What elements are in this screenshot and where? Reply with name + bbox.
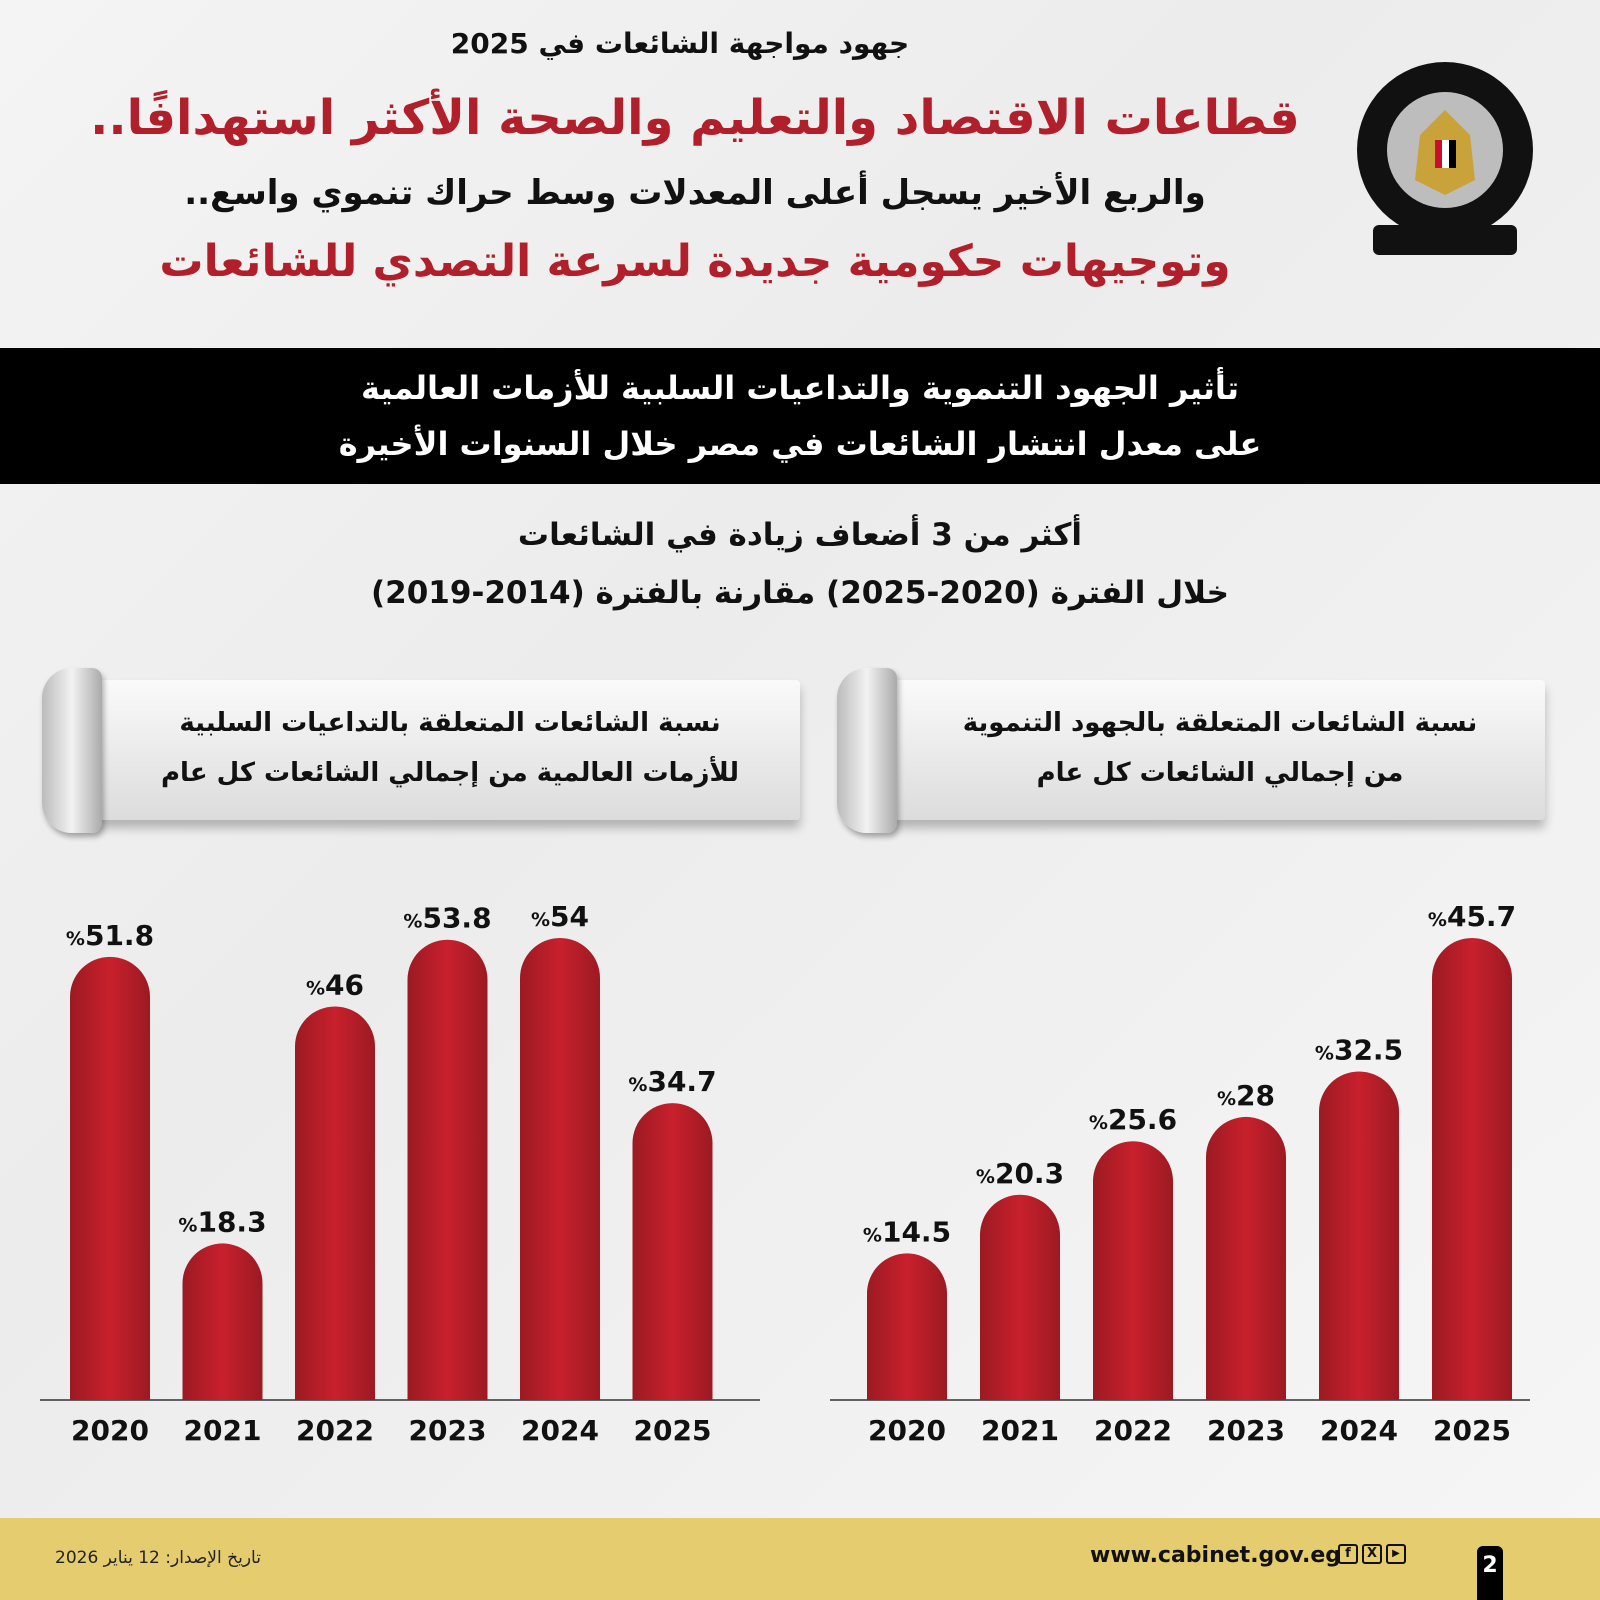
bar-2022 — [1093, 1141, 1173, 1400]
chart-title-ribbon-left: نسبة الشائعات المتعلقة بالتداعيات السلبي… — [42, 668, 800, 833]
ribbon-curl — [837, 668, 897, 833]
youtube-icon[interactable]: ▶ — [1386, 1544, 1406, 1564]
data-label: %14.5 — [863, 1215, 951, 1248]
section-band: تأثير الجهود التنموية والتداعيات السلبية… — [0, 348, 1600, 484]
headline-secondary: والربع الأخير يسجل أعلى المعدلات وسط حرا… — [184, 173, 1206, 213]
headline-third: وتوجيهات حكومية جديدة لسرعة التصدي للشائ… — [159, 236, 1231, 287]
chart-title-line-1: نسبة الشائعات المتعلقة بالتداعيات السلبي… — [179, 708, 721, 738]
data-label: %32.5 — [1315, 1033, 1403, 1066]
tick-label: 2023 — [409, 1414, 487, 1447]
bar-2022 — [295, 1006, 375, 1400]
subtitle-line-1: أكثر من 3 أضعاف زيادة في الشائعات — [517, 517, 1083, 553]
data-label: %54 — [531, 900, 589, 933]
data-label: %51.8 — [66, 919, 154, 952]
bar-2025 — [1432, 938, 1512, 1400]
data-label: %46 — [306, 968, 364, 1001]
subtitle: أكثر من 3 أضعاف زيادة في الشائعات خلال ا… — [200, 506, 1400, 622]
chart-title-ribbon-right: نسبة الشائعات المتعلقة بالجهود التنموية … — [837, 668, 1545, 833]
tick-label: 2022 — [296, 1414, 374, 1447]
tick-label: 2021 — [981, 1414, 1059, 1447]
bar-2021 — [182, 1243, 263, 1400]
tick-label: 2023 — [1207, 1414, 1285, 1447]
x-icon[interactable]: X — [1362, 1544, 1382, 1564]
issue-date: تاريخ الإصدار: 12 يناير 2026 — [55, 1548, 261, 1568]
ribbon-curl — [42, 668, 102, 833]
headline: قطاعات الاقتصاد والتعليم والصحة الأكثر ا… — [90, 90, 1300, 146]
page-number: 2 — [1477, 1546, 1503, 1600]
data-label: %28 — [1217, 1079, 1275, 1112]
bar-2021 — [980, 1194, 1060, 1400]
facebook-icon[interactable]: f — [1338, 1544, 1358, 1564]
chart-title-line-2: للأزمات العالمية من إجمالي الشائعات كل ع… — [161, 758, 739, 788]
bar-2023 — [1206, 1116, 1286, 1400]
tick-label: 2021 — [184, 1414, 262, 1447]
chart-title-line-1: نسبة الشائعات المتعلقة بالجهود التنموية — [962, 708, 1478, 738]
data-label: %34.7 — [628, 1065, 716, 1098]
kicker: جهود مواجهة الشائعات في 2025 — [450, 27, 910, 60]
bar-2023 — [407, 939, 488, 1400]
subtitle-line-2: خلال الفترة (2020-2025) مقارنة بالفترة (… — [370, 575, 1230, 611]
bar-2024 — [1319, 1071, 1399, 1400]
chart-title-line-2: من إجمالي الشائعات كل عام — [1036, 758, 1404, 788]
website-link[interactable]: www.cabinet.gov.eg — [1090, 1543, 1341, 1568]
bar-2025 — [632, 1103, 713, 1400]
bar-2020 — [867, 1253, 947, 1400]
tick-label: 2025 — [634, 1414, 712, 1447]
band-line-1: تأثير الجهود التنموية والتداعيات السلبية… — [361, 369, 1239, 407]
data-label: %18.3 — [178, 1205, 266, 1238]
data-label: %53.8 — [403, 902, 491, 935]
tick-label: 2024 — [521, 1414, 599, 1447]
data-label: %25.6 — [1089, 1103, 1177, 1136]
bar-2020 — [70, 956, 150, 1400]
tick-label: 2022 — [1094, 1414, 1172, 1447]
data-label: %20.3 — [976, 1157, 1064, 1190]
tick-label: 2025 — [1433, 1414, 1511, 1447]
data-label: %45.7 — [1428, 900, 1516, 933]
bar-2024 — [520, 938, 600, 1400]
tick-label: 2020 — [868, 1414, 946, 1447]
band-line-2: على معدل انتشار الشائعات في مصر خلال الس… — [338, 425, 1262, 463]
tick-label: 2020 — [71, 1414, 149, 1447]
footer: تاريخ الإصدار: 12 يناير 2026 www.cabinet… — [0, 1518, 1600, 1600]
tick-label: 2024 — [1320, 1414, 1398, 1447]
cabinet-logo — [1357, 62, 1533, 255]
